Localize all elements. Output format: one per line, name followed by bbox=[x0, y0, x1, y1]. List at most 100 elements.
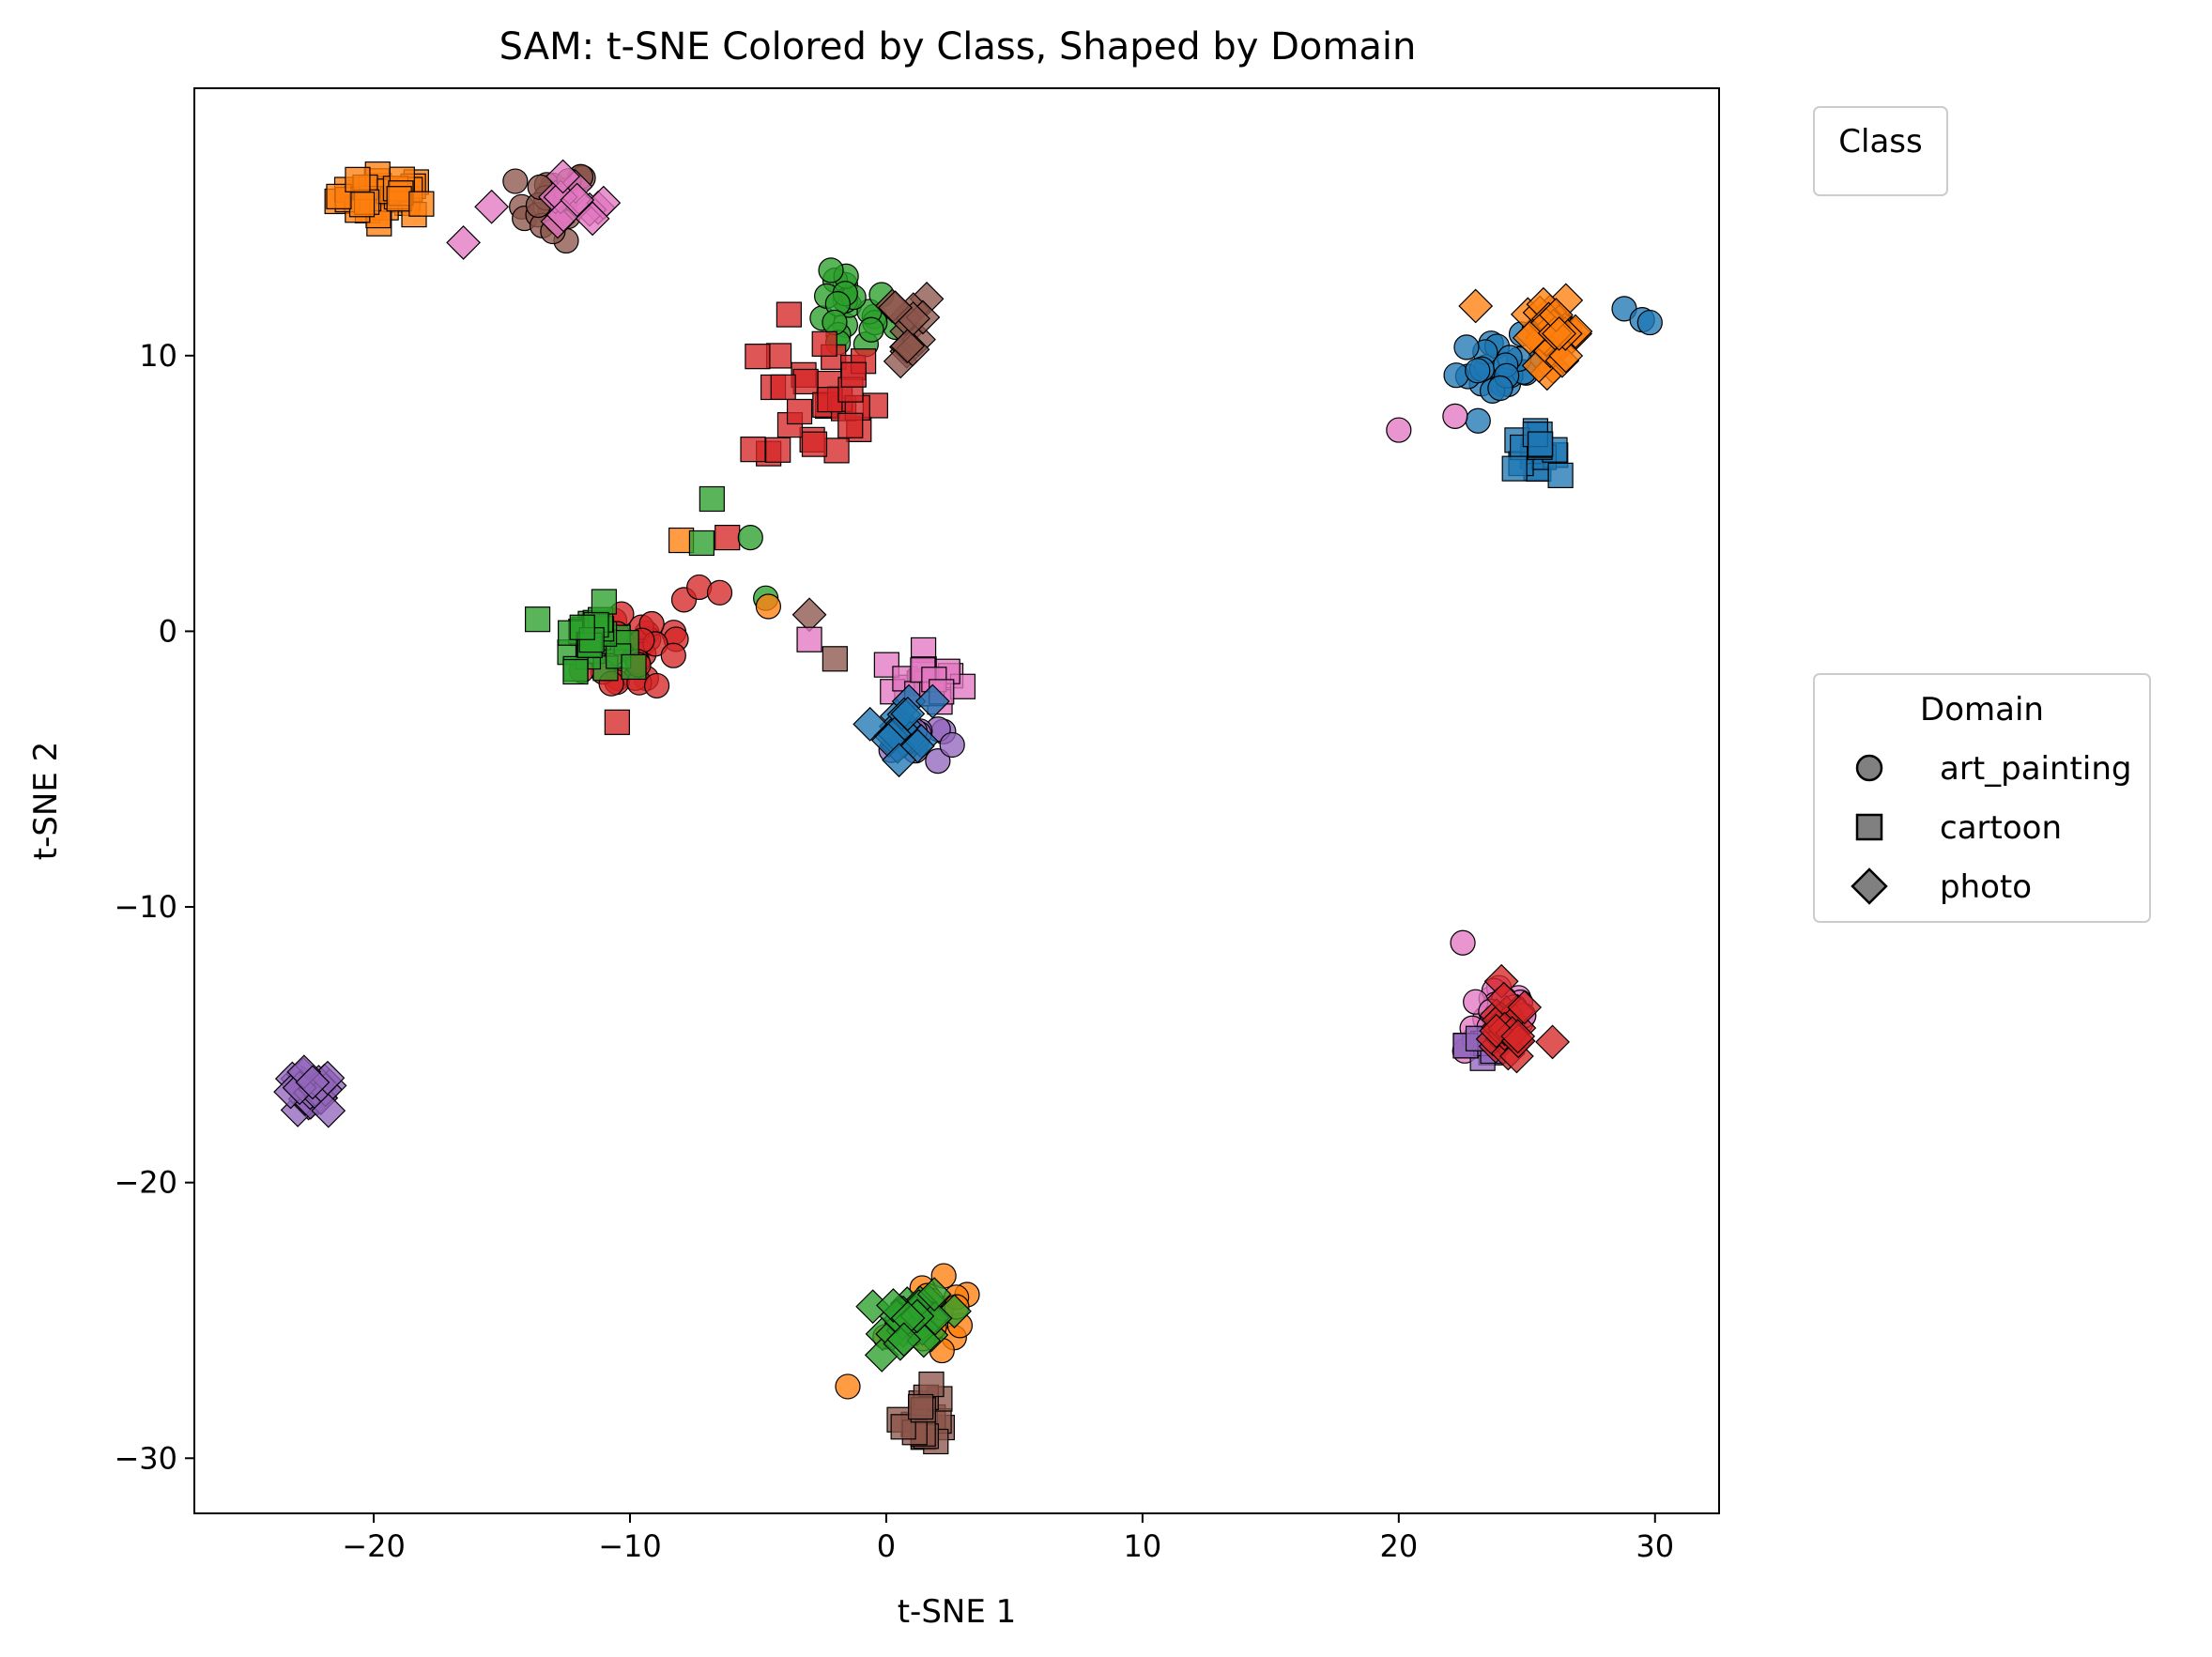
point-cartoon bbox=[699, 485, 725, 513]
legend-marker-circle bbox=[1855, 754, 1883, 782]
point-cartoon bbox=[873, 652, 899, 678]
point-cartoon bbox=[604, 709, 630, 735]
point-art-painting bbox=[818, 257, 844, 284]
point-cartoon bbox=[386, 186, 412, 212]
point-art-painting bbox=[643, 672, 670, 699]
point-photo bbox=[1458, 288, 1494, 324]
legend-label-art-painting: art_painting bbox=[1940, 750, 2131, 788]
point-cartoon bbox=[688, 529, 715, 557]
point-cartoon bbox=[1528, 431, 1554, 457]
point-art-painting bbox=[835, 1373, 861, 1400]
point-photo bbox=[878, 290, 913, 326]
point-photo bbox=[446, 225, 481, 260]
point-cartoon bbox=[837, 412, 864, 438]
y-tick-label: 10 bbox=[139, 338, 177, 374]
domain-legend-box bbox=[1813, 673, 2151, 923]
point-photo bbox=[1500, 1019, 1536, 1054]
point-cartoon bbox=[621, 653, 647, 681]
point-photo bbox=[882, 743, 916, 778]
point-cartoon bbox=[524, 606, 551, 633]
class-legend-box bbox=[1813, 106, 1948, 196]
point-photo bbox=[886, 1322, 922, 1358]
point-photo bbox=[914, 683, 950, 719]
point-cartoon bbox=[345, 166, 371, 192]
legend-marker-diamond bbox=[1851, 867, 1888, 905]
x-tick-label: 20 bbox=[1379, 1528, 1418, 1564]
point-cartoon bbox=[714, 524, 741, 551]
point-photo bbox=[311, 1093, 346, 1128]
point-cartoon bbox=[770, 374, 796, 400]
point-photo bbox=[916, 1277, 952, 1312]
y-tick-label: −20 bbox=[114, 1165, 177, 1201]
legend-marker-square bbox=[1855, 813, 1883, 841]
chart-title: SAM: t-SNE Colored by Class, Shaped by D… bbox=[499, 25, 1417, 69]
point-cartoon bbox=[822, 646, 848, 672]
point-art-painting bbox=[1487, 375, 1513, 402]
point-art-painting bbox=[660, 642, 686, 668]
point-cartoon bbox=[569, 614, 595, 640]
x-tick-label: −10 bbox=[598, 1528, 662, 1564]
y-tick-label: −10 bbox=[114, 889, 177, 925]
point-cartoon bbox=[801, 431, 828, 457]
point-photo bbox=[575, 201, 610, 237]
y-tick-label: 0 bbox=[159, 613, 177, 649]
y-axis-label: t-SNE 2 bbox=[27, 742, 65, 861]
point-photo bbox=[853, 706, 888, 742]
point-art-painting bbox=[939, 731, 965, 759]
point-art-painting bbox=[1386, 417, 1412, 443]
point-art-painting bbox=[737, 524, 763, 551]
point-cartoon bbox=[591, 589, 618, 615]
point-cartoon bbox=[776, 301, 802, 328]
point-photo bbox=[876, 1288, 911, 1323]
point-cartoon bbox=[792, 368, 819, 395]
point-cartoon bbox=[348, 192, 376, 218]
point-art-painting bbox=[1443, 362, 1469, 389]
point-photo bbox=[890, 329, 925, 364]
class-legend: Class bbox=[1813, 106, 1948, 196]
point-cartoon bbox=[811, 330, 837, 357]
point-art-painting bbox=[1450, 929, 1476, 956]
point-cartoon bbox=[796, 626, 822, 652]
point-cartoon bbox=[786, 398, 813, 425]
point-art-painting bbox=[1453, 334, 1480, 361]
x-axis-ticks: −20 −10 0 10 20 30 bbox=[342, 1513, 1674, 1564]
point-photo bbox=[560, 182, 595, 218]
point-art-painting bbox=[1442, 403, 1468, 430]
x-tick-label: −20 bbox=[342, 1528, 406, 1564]
point-art-painting bbox=[1465, 407, 1491, 434]
y-tick-label: −30 bbox=[114, 1440, 177, 1476]
x-axis-label: t-SNE 1 bbox=[898, 1593, 1017, 1631]
point-cartoon bbox=[745, 344, 771, 370]
point-cartoon bbox=[562, 658, 589, 685]
point-cartoon bbox=[740, 437, 766, 463]
point-cartoon bbox=[326, 183, 352, 209]
point-art-painting bbox=[706, 579, 733, 606]
point-cartoon bbox=[840, 361, 867, 388]
point-cartoon bbox=[908, 1393, 934, 1420]
point-cartoon bbox=[408, 191, 435, 217]
class-legend-title: Class bbox=[1838, 123, 1922, 161]
x-tick-label: 30 bbox=[1636, 1528, 1674, 1564]
point-photo bbox=[1507, 990, 1543, 1025]
point-photo bbox=[890, 696, 926, 731]
point-cartoon bbox=[765, 437, 791, 463]
domain-legend: Domain art_painting cartoon photo bbox=[1813, 673, 2151, 923]
point-photo bbox=[1535, 1024, 1570, 1060]
plot-frame bbox=[193, 87, 1720, 1514]
x-tick-label: 10 bbox=[1124, 1528, 1162, 1564]
point-art-painting bbox=[1636, 309, 1663, 336]
point-art-painting bbox=[755, 593, 781, 620]
point-art-painting bbox=[858, 316, 884, 343]
point-photo bbox=[1542, 315, 1576, 351]
y-axis-ticks: 10 0 −10 −20 −30 bbox=[114, 338, 194, 1476]
point-cartoon bbox=[1501, 455, 1528, 482]
point-cartoon bbox=[918, 1371, 945, 1398]
x-tick-label: 0 bbox=[877, 1528, 896, 1564]
point-art-painting bbox=[502, 168, 529, 194]
point-photo bbox=[474, 189, 510, 224]
point-art-painting bbox=[822, 309, 848, 336]
legend-label-photo: photo bbox=[1940, 868, 2032, 906]
domain-legend-title: Domain bbox=[1920, 691, 2044, 729]
point-photo bbox=[295, 1065, 330, 1100]
